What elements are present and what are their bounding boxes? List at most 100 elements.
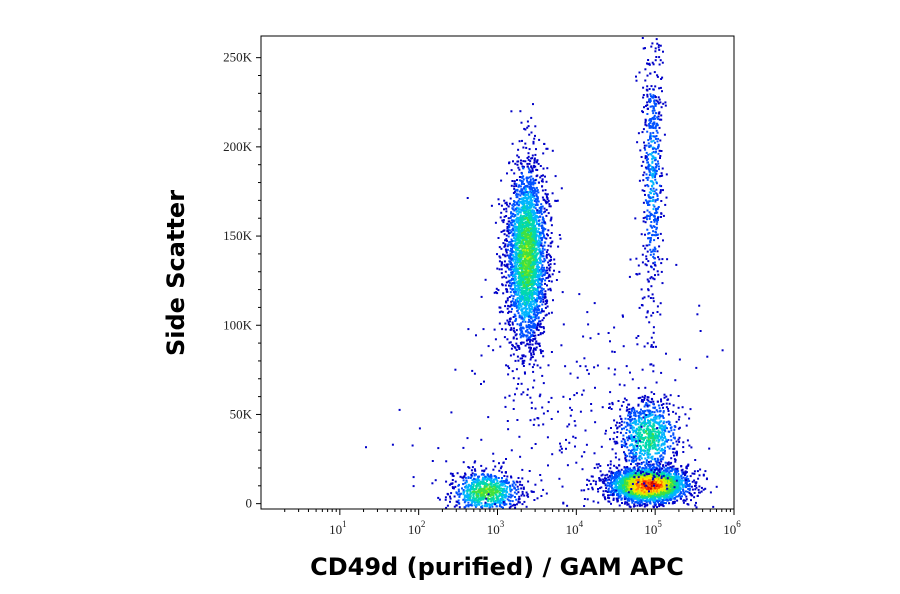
event-dot xyxy=(521,264,524,267)
event-dot xyxy=(533,499,536,501)
event-dot xyxy=(467,476,470,479)
event-dot xyxy=(545,193,548,196)
event-dot xyxy=(534,212,537,215)
event-dot xyxy=(530,193,533,196)
event-dot xyxy=(541,332,544,335)
event-dot xyxy=(483,496,486,499)
event-dot xyxy=(532,283,535,286)
event-dot xyxy=(515,266,518,269)
event-dot xyxy=(537,227,540,230)
event-dot xyxy=(541,189,544,192)
event-dot xyxy=(519,239,522,242)
event-dot xyxy=(528,350,531,353)
event-dot xyxy=(607,496,609,499)
event-dot xyxy=(522,335,525,338)
event-dot xyxy=(528,133,531,136)
event-dot xyxy=(507,274,510,277)
event-dot xyxy=(464,506,467,509)
event-dot xyxy=(532,186,535,189)
event-dot xyxy=(687,488,690,490)
event-dot xyxy=(521,218,524,221)
event-dot xyxy=(554,175,557,178)
event-dot xyxy=(524,303,527,306)
event-dot xyxy=(514,228,517,231)
event-dot xyxy=(517,221,520,223)
event-dot xyxy=(534,217,537,220)
event-dot xyxy=(520,192,523,195)
event-dot xyxy=(523,242,525,245)
event-dot xyxy=(492,500,495,503)
event-dot xyxy=(470,486,473,489)
event-dot xyxy=(555,200,558,202)
event-dot xyxy=(480,488,483,491)
event-dot xyxy=(468,494,470,497)
event-dot xyxy=(527,278,529,281)
event-dot xyxy=(508,493,511,496)
event-dot xyxy=(528,243,531,246)
event-dot xyxy=(513,185,516,188)
event-dot xyxy=(536,230,539,233)
event-dot xyxy=(520,121,523,124)
event-dot xyxy=(513,172,516,175)
event-dot xyxy=(545,492,548,495)
event-dot xyxy=(478,479,481,482)
event-dot xyxy=(697,488,700,491)
event-dot xyxy=(536,159,539,162)
event-dot xyxy=(496,480,499,483)
event-dot xyxy=(509,493,512,496)
event-dot xyxy=(523,295,526,298)
event-dot xyxy=(532,351,535,354)
event-dot xyxy=(526,343,529,346)
event-dot xyxy=(476,480,479,483)
event-dot xyxy=(531,220,534,223)
event-dot xyxy=(640,461,643,464)
event-dot xyxy=(520,284,523,287)
event-dot xyxy=(510,271,513,274)
event-dot xyxy=(548,205,551,208)
event-dot xyxy=(503,233,506,236)
event-dot xyxy=(541,264,544,267)
event-dot xyxy=(531,284,533,287)
event-dot xyxy=(500,261,503,264)
event-dot xyxy=(518,222,521,225)
event-dot xyxy=(491,490,494,493)
event-dot xyxy=(534,214,537,217)
event-dot xyxy=(531,196,534,198)
event-dot xyxy=(486,490,488,493)
event-dot xyxy=(488,487,491,490)
event-dot xyxy=(514,301,517,304)
event-dot xyxy=(504,496,507,499)
event-dot xyxy=(472,490,475,493)
event-dot xyxy=(550,256,552,259)
event-dot xyxy=(682,472,685,475)
event-dot xyxy=(669,475,672,478)
event-dot xyxy=(539,283,541,286)
event-dot xyxy=(521,176,524,179)
event-dot xyxy=(537,317,540,320)
event-dot xyxy=(681,471,684,474)
event-dot xyxy=(511,494,514,497)
event-dot xyxy=(513,255,516,258)
event-dot xyxy=(527,216,530,219)
event-dot xyxy=(505,281,508,284)
event-dot xyxy=(534,342,537,345)
event-dot xyxy=(508,220,511,223)
event-dot xyxy=(540,239,543,242)
event-dot xyxy=(519,194,522,197)
event-dot xyxy=(509,496,512,499)
event-dot xyxy=(502,480,505,483)
event-dot xyxy=(545,255,548,258)
event-dot xyxy=(504,239,506,242)
event-dot xyxy=(516,289,519,292)
event-dot xyxy=(536,274,539,277)
event-dot xyxy=(510,247,512,250)
event-dot xyxy=(532,237,535,240)
event-dot xyxy=(535,168,538,171)
event-dot xyxy=(546,167,549,170)
event-dot xyxy=(505,263,508,266)
event-dot xyxy=(530,216,533,219)
event-dot xyxy=(485,467,488,470)
event-dot xyxy=(524,211,527,214)
event-dot xyxy=(525,217,528,219)
event-dot xyxy=(501,497,504,500)
